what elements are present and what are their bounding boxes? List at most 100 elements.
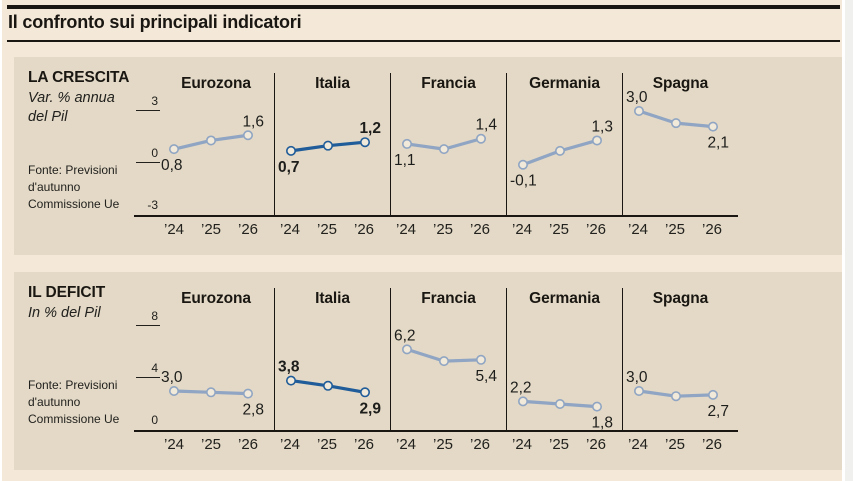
data-point-marker bbox=[476, 354, 487, 365]
year-label: ’26 bbox=[585, 436, 607, 453]
country-label: Italia bbox=[315, 75, 350, 92]
data-point-marker bbox=[360, 387, 371, 398]
year-label: ’24 bbox=[279, 221, 301, 238]
data-point-marker bbox=[592, 401, 603, 412]
data-point-marker bbox=[322, 380, 333, 391]
data-point-marker bbox=[518, 159, 528, 170]
data-point-marker bbox=[402, 344, 412, 355]
year-label: ’24 bbox=[627, 221, 649, 238]
plot-area: Eurozona 3,0 2,8 bbox=[158, 288, 274, 430]
value-label-last: 2,7 bbox=[707, 403, 729, 420]
line-chart: 0,7 1,2 bbox=[278, 120, 381, 176]
y-axis-tick: 8 bbox=[136, 309, 160, 326]
value-label-first: 3,0 bbox=[161, 369, 183, 386]
data-point-marker bbox=[243, 130, 254, 141]
deficit-panel: IL DEFICIT In % del Pil Fonte: Prevision… bbox=[14, 272, 842, 470]
chart-strip: 3 0 -3 Eurozona 0,8 1,6 ’24 ’25 ’26 Italia 0,7 1,2 ’… bbox=[14, 57, 842, 255]
year-axis: ’24 ’25 ’26 bbox=[390, 430, 506, 456]
plot-area: Spagna 3,0 2,1 bbox=[622, 73, 738, 215]
data-point-marker bbox=[438, 356, 449, 367]
line-chart: 6,2 5,4 bbox=[394, 327, 497, 384]
country-chart-spagna: Spagna 3,0 2,1 ’24 ’25 ’26 bbox=[622, 73, 738, 241]
source-note: Fonte: Previsioni d'autunno Commissione … bbox=[28, 163, 120, 211]
year-label: ’24 bbox=[279, 436, 301, 453]
y-axis-tick: 0 bbox=[136, 146, 160, 163]
chart-strip: 8 4 0 Eurozona 3,0 2,8 ’24 ’25 ’26 Italia 3,8 2,9 ’2… bbox=[14, 272, 842, 470]
data-point-marker bbox=[634, 105, 644, 116]
value-label-last: 1,2 bbox=[359, 120, 381, 137]
country-label: Eurozona bbox=[181, 290, 251, 307]
year-label: ’25 bbox=[200, 436, 222, 453]
data-point-marker bbox=[670, 118, 681, 129]
year-label: ’24 bbox=[395, 221, 417, 238]
country-chart-francia: Francia 6,2 5,4 ’24 ’25 ’26 bbox=[390, 288, 506, 456]
year-label: ’26 bbox=[469, 436, 491, 453]
growth-panel: LA CRESCITA Var. % annua del Pil Fonte: … bbox=[14, 57, 842, 255]
y-axis-tick: -3 bbox=[147, 198, 158, 212]
data-point-marker bbox=[169, 144, 179, 155]
country-chart-germania: Germania 2,2 1,8 ’24 ’25 ’26 bbox=[506, 288, 622, 456]
data-point-marker bbox=[476, 133, 487, 144]
value-label-last: 1,3 bbox=[591, 118, 613, 135]
year-label: ’26 bbox=[237, 436, 259, 453]
data-point-marker bbox=[360, 137, 371, 148]
plot-area: Francia 1,1 1,4 bbox=[390, 73, 506, 215]
country-label: Spagna bbox=[652, 290, 709, 307]
year-label: ’26 bbox=[469, 221, 491, 238]
source-note: Fonte: Previsioni d'autunno Commissione … bbox=[28, 378, 120, 426]
value-label-last: 1,6 bbox=[242, 113, 264, 130]
plot-area: Italia 3,8 2,9 bbox=[274, 288, 390, 430]
year-axis: ’24 ’25 ’26 bbox=[506, 430, 622, 456]
year-label: ’25 bbox=[548, 436, 570, 453]
data-point-marker bbox=[286, 375, 296, 386]
line-chart: 1,1 1,4 bbox=[394, 117, 497, 169]
year-label: ’24 bbox=[511, 221, 533, 238]
year-axis: ’24 ’25 ’26 bbox=[390, 215, 506, 241]
year-label: ’24 bbox=[395, 436, 417, 453]
year-label: ’25 bbox=[664, 436, 686, 453]
data-point-marker bbox=[243, 388, 254, 399]
year-label: ’26 bbox=[353, 221, 375, 238]
country-cells: Eurozona 3,0 2,8’24’25’26 Italia 3,8 2,9’24’2… bbox=[158, 288, 738, 456]
y-axis-tick: 3 bbox=[136, 94, 160, 111]
value-label-first: 3,8 bbox=[278, 359, 300, 376]
country-cells: Eurozona 0,8 1,6’24’25’26 Italia 0,7 1,2’24’2… bbox=[158, 73, 738, 241]
year-label: ’25 bbox=[316, 436, 338, 453]
value-label-first: 0,7 bbox=[278, 159, 300, 176]
value-label-first: 2,2 bbox=[510, 379, 532, 396]
value-label-first: 0,8 bbox=[161, 157, 183, 174]
data-point-marker bbox=[169, 386, 179, 397]
data-point-marker bbox=[518, 396, 528, 407]
year-label: ’25 bbox=[200, 221, 222, 238]
year-label: ’25 bbox=[432, 436, 454, 453]
line-chart: 3,0 2,1 bbox=[626, 89, 729, 152]
year-axis: ’24 ’25 ’26 bbox=[506, 215, 622, 241]
year-label: ’26 bbox=[237, 221, 259, 238]
data-point-marker bbox=[205, 135, 216, 146]
value-label-first: -0,1 bbox=[510, 173, 537, 190]
country-chart-germania: Germania -0,1 1,3 ’24 ’25 ’26 bbox=[506, 73, 622, 241]
country-label: Italia bbox=[315, 290, 350, 307]
year-axis: ’24 ’25 ’26 bbox=[158, 430, 274, 456]
year-label: ’26 bbox=[701, 221, 723, 238]
country-label: Francia bbox=[421, 290, 476, 307]
year-label: ’24 bbox=[163, 221, 185, 238]
country-chart-italia: Italia 0,7 1,2 ’24 ’25 ’26 bbox=[274, 73, 390, 241]
year-axis: ’24 ’25 ’26 bbox=[622, 215, 738, 241]
year-label: ’24 bbox=[163, 436, 185, 453]
data-point-marker bbox=[708, 389, 719, 400]
value-label-first: 3,0 bbox=[626, 89, 648, 106]
line-chart: 3,0 2,8 bbox=[161, 369, 264, 419]
year-axis: ’24 ’25 ’26 bbox=[622, 430, 738, 456]
page-edge-right bbox=[842, 0, 845, 481]
data-point-marker bbox=[592, 135, 603, 146]
year-label: ’25 bbox=[548, 221, 570, 238]
panel-subtitle: Var. % annua del Pil bbox=[28, 90, 115, 125]
country-label: Francia bbox=[421, 75, 476, 92]
x-axis-baseline bbox=[134, 215, 738, 217]
year-axis: ’24 ’25 ’26 bbox=[274, 430, 390, 456]
country-label: Germania bbox=[529, 290, 600, 307]
data-point-marker bbox=[322, 140, 333, 151]
data-point-marker bbox=[205, 387, 216, 398]
